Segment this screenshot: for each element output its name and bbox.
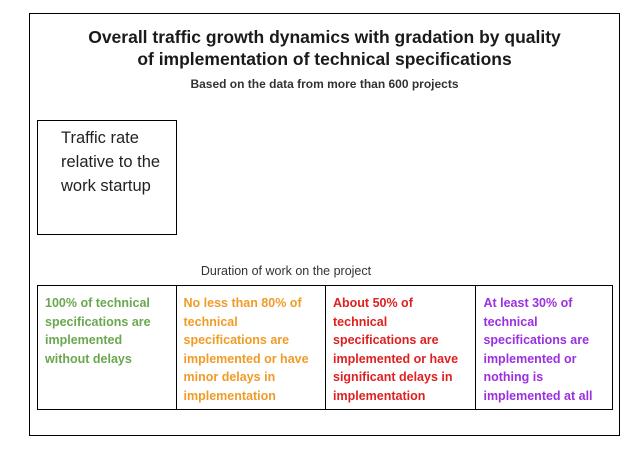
legend-entry-30-percent: At least 30% of technical specifications… [475,286,612,409]
chart-frame [29,13,620,436]
chart-title-line-2: of implementation of technical specifica… [137,49,512,69]
x-axis-label: Duration of work on the project [200,264,372,278]
chart-subtitle: Based on the data from more than 600 pro… [190,77,459,91]
chart-title: Overall traffic growth dynamics with gra… [29,26,620,70]
legend: 100% of technical specifications are imp… [37,285,613,410]
legend-entry-50-percent: About 50% of technical specifications ar… [325,286,475,409]
y-axis-label: Traffic rate relative to the work startu… [37,120,177,235]
legend-entry-80-percent: No less than 80% of technical specificat… [175,286,325,409]
chart-title-line-1: Overall traffic growth dynamics with gra… [88,27,561,47]
legend-entry-100-percent: 100% of technical specifications are imp… [45,296,151,366]
